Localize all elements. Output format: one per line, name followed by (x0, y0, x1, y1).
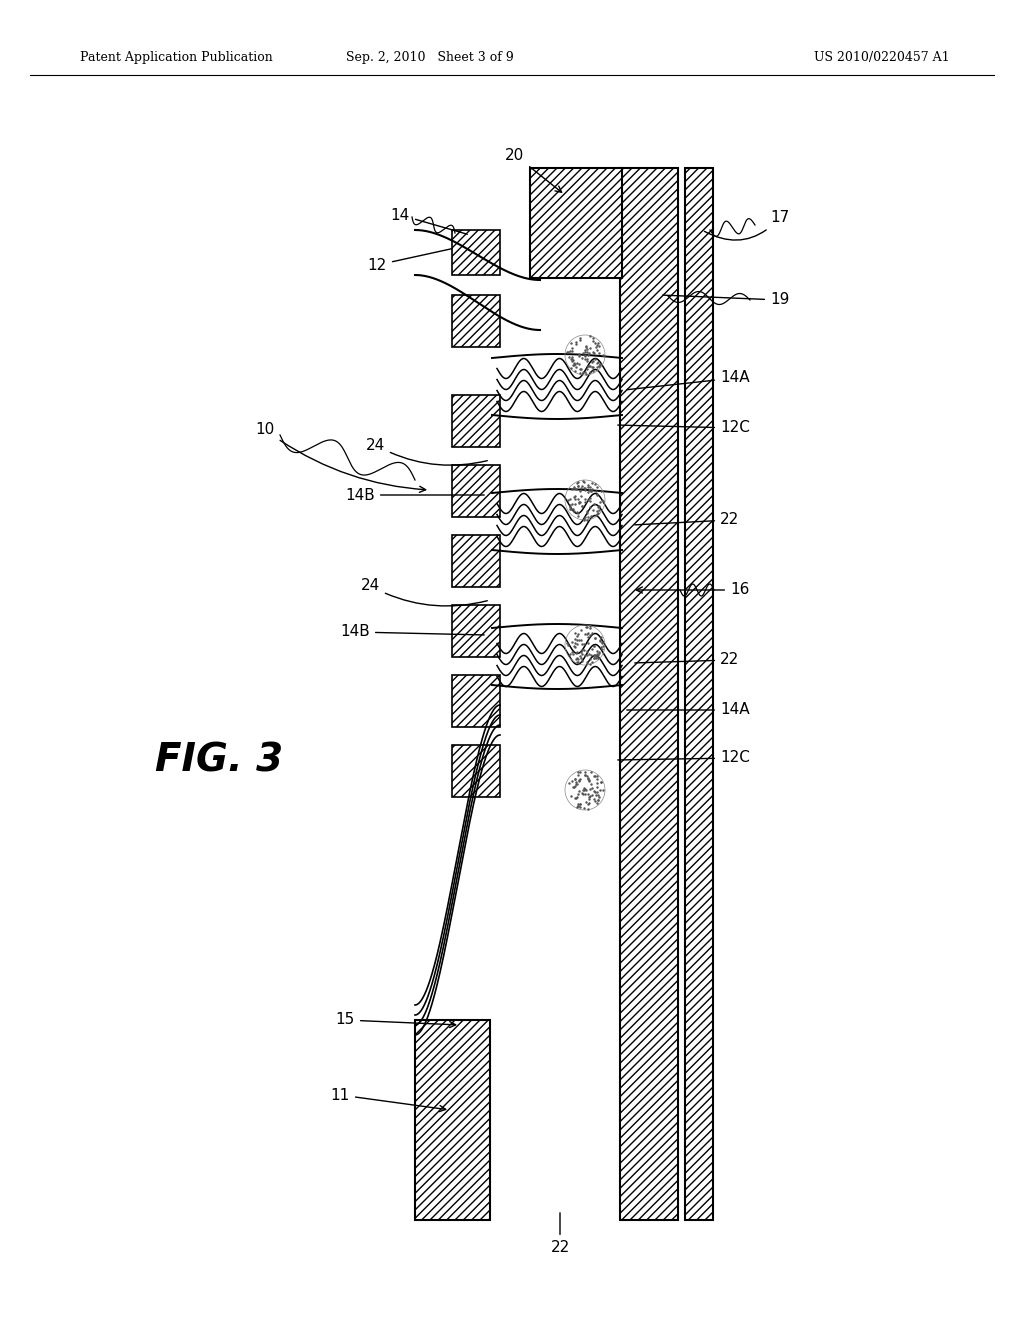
Text: Sep. 2, 2010   Sheet 3 of 9: Sep. 2, 2010 Sheet 3 of 9 (346, 51, 514, 65)
Bar (685, 168, 713, 1220)
Bar (452, 465, 500, 517)
Text: 14B: 14B (345, 487, 484, 503)
Text: 12C: 12C (617, 421, 750, 436)
Bar (530, 168, 622, 279)
Bar (452, 230, 500, 275)
Text: 10: 10 (256, 422, 426, 492)
Text: 15: 15 (336, 1012, 456, 1027)
Bar (452, 294, 500, 347)
Text: FIG. 3: FIG. 3 (155, 741, 283, 779)
Text: 24: 24 (366, 437, 487, 465)
Text: 22: 22 (550, 1213, 569, 1255)
Text: 14B: 14B (340, 624, 484, 639)
Text: 22: 22 (635, 652, 739, 668)
Text: 12C: 12C (617, 751, 750, 766)
Text: 17: 17 (705, 210, 790, 240)
Bar (452, 395, 500, 447)
Text: 12: 12 (368, 248, 453, 272)
Text: 14A: 14A (627, 702, 750, 718)
Text: 14A: 14A (627, 371, 750, 389)
Text: 22: 22 (635, 512, 739, 528)
Text: 14: 14 (391, 207, 467, 234)
Bar (415, 1020, 490, 1220)
Text: 19: 19 (663, 293, 790, 308)
Text: 11: 11 (331, 1088, 445, 1111)
Text: Patent Application Publication: Patent Application Publication (80, 51, 272, 65)
Bar (620, 168, 678, 1220)
Bar (452, 744, 500, 797)
Bar (452, 675, 500, 727)
Text: US 2010/0220457 A1: US 2010/0220457 A1 (814, 51, 950, 65)
Bar (452, 535, 500, 587)
Text: 24: 24 (360, 578, 487, 606)
Bar (452, 605, 500, 657)
Text: 16: 16 (636, 582, 750, 598)
Text: 20: 20 (506, 148, 561, 193)
